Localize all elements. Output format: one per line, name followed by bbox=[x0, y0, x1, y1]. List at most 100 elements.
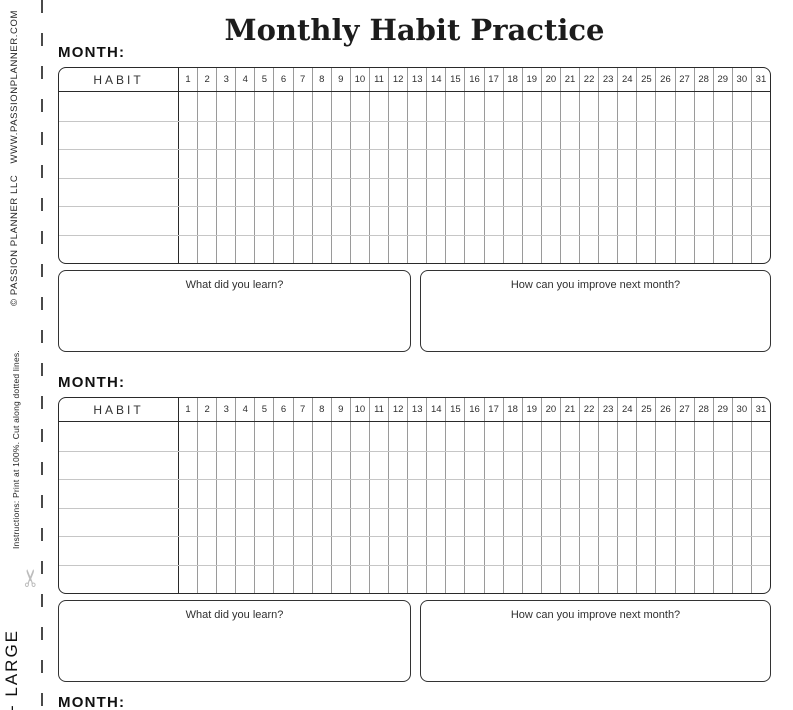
day-cell bbox=[712, 480, 732, 508]
habit-row bbox=[59, 507, 770, 536]
day-cell bbox=[521, 207, 541, 235]
day-cell bbox=[464, 121, 483, 149]
day-cell bbox=[197, 565, 216, 593]
day-cell bbox=[750, 207, 770, 235]
day-cell bbox=[426, 207, 445, 235]
day-cell bbox=[216, 480, 235, 508]
day-header-cell: 22 bbox=[579, 398, 598, 421]
habit-row bbox=[59, 450, 770, 479]
day-cell bbox=[712, 508, 732, 536]
day-cell bbox=[655, 121, 674, 149]
day-cell bbox=[598, 451, 617, 479]
habit-name-cell bbox=[59, 122, 178, 150]
day-header-cell: 14 bbox=[426, 398, 445, 421]
day-cell bbox=[636, 565, 655, 593]
day-cell bbox=[712, 451, 732, 479]
day-header-cell: 21 bbox=[559, 398, 579, 421]
day-cell bbox=[216, 451, 235, 479]
day-header-cell: 1 bbox=[178, 398, 197, 421]
dotted-cut-line bbox=[41, 0, 43, 710]
day-cell bbox=[464, 150, 483, 178]
day-header-cell: 5 bbox=[254, 68, 273, 91]
day-cell bbox=[655, 422, 674, 451]
day-cell bbox=[349, 235, 369, 263]
scissors-icon: ✂ bbox=[17, 567, 45, 589]
day-cell bbox=[559, 92, 579, 121]
habit-name-cell bbox=[59, 150, 178, 178]
day-header-cell: 29 bbox=[712, 68, 732, 91]
day-cell bbox=[368, 207, 388, 235]
day-cell bbox=[445, 178, 464, 206]
day-cell bbox=[445, 150, 464, 178]
day-cell bbox=[579, 508, 598, 536]
day-cell bbox=[216, 422, 235, 451]
day-cell bbox=[579, 92, 598, 121]
day-header-cell: 23 bbox=[598, 68, 617, 91]
day-cell bbox=[235, 235, 254, 263]
day-cell bbox=[254, 565, 273, 593]
day-cell bbox=[559, 178, 579, 206]
day-cell bbox=[368, 451, 388, 479]
day-cell bbox=[750, 150, 770, 178]
day-cell bbox=[521, 565, 541, 593]
day-cell bbox=[197, 178, 216, 206]
day-header-cell: 29 bbox=[712, 398, 732, 421]
day-cell bbox=[235, 150, 254, 178]
day-cell bbox=[464, 451, 483, 479]
month-label: MONTH: bbox=[58, 44, 126, 61]
day-cell bbox=[426, 92, 445, 121]
habit-name-cell bbox=[59, 92, 178, 121]
day-cell bbox=[636, 121, 655, 149]
day-cell bbox=[197, 235, 216, 263]
day-cell bbox=[598, 121, 617, 149]
habit-tracker-table: HABIT 1 2 3 4 5 6 7 8 9 10 11 12 13 14 15 16 17 18 19 20 21 22… bbox=[58, 397, 771, 594]
day-cell bbox=[617, 508, 636, 536]
day-header-cell: 31 bbox=[750, 68, 770, 91]
day-cell bbox=[617, 537, 636, 565]
day-cell bbox=[617, 422, 636, 451]
day-cell bbox=[178, 451, 197, 479]
day-cell bbox=[483, 178, 503, 206]
day-cell bbox=[273, 121, 292, 149]
day-cell bbox=[197, 480, 216, 508]
month-label: MONTH: bbox=[58, 374, 126, 391]
print-instructions-text: Instructions: Print at 100%. Cut along d… bbox=[11, 350, 21, 549]
table-header-row: HABIT 1 2 3 4 5 6 7 8 9 10 11 12 13 14 15 16 17 18 19 20 21 22… bbox=[59, 68, 770, 92]
table-header-row: HABIT 1 2 3 4 5 6 7 8 9 10 11 12 13 14 15 16 17 18 19 20 21 22… bbox=[59, 398, 770, 422]
day-cell bbox=[273, 422, 292, 451]
day-cell bbox=[731, 150, 751, 178]
day-cell bbox=[407, 150, 426, 178]
habit-section-1: MONTH: HABIT 1 2 3 4 5 6 7 8 9 10 11 12 13 14 15 16 17 18 1… bbox=[58, 44, 771, 352]
day-cell bbox=[579, 235, 598, 263]
day-cell bbox=[330, 422, 350, 451]
day-cell bbox=[693, 480, 713, 508]
day-cell bbox=[349, 508, 369, 536]
day-cell bbox=[388, 451, 407, 479]
improve-prompt: How can you improve next month? bbox=[510, 279, 681, 291]
habit-row bbox=[59, 177, 770, 207]
habit-name-cell bbox=[59, 422, 178, 451]
habit-name-cell bbox=[59, 179, 178, 207]
day-header-cell: 26 bbox=[655, 68, 674, 91]
day-header-cell: 27 bbox=[674, 398, 694, 421]
day-cell bbox=[483, 92, 503, 121]
day-cell bbox=[368, 537, 388, 565]
day-cell bbox=[502, 235, 522, 263]
day-cell bbox=[349, 207, 369, 235]
day-cell bbox=[349, 537, 369, 565]
day-cell bbox=[464, 508, 483, 536]
day-cell bbox=[502, 451, 522, 479]
day-cell bbox=[579, 150, 598, 178]
day-cell bbox=[445, 480, 464, 508]
day-cell bbox=[731, 178, 751, 206]
day-cell bbox=[292, 92, 312, 121]
habit-row bbox=[59, 92, 770, 121]
day-header-cell: 18 bbox=[502, 68, 522, 91]
day-cell bbox=[674, 451, 694, 479]
day-cell bbox=[388, 480, 407, 508]
day-cell bbox=[617, 207, 636, 235]
day-header-cell: 24 bbox=[617, 398, 636, 421]
day-cell bbox=[311, 480, 331, 508]
day-cell bbox=[311, 121, 331, 149]
